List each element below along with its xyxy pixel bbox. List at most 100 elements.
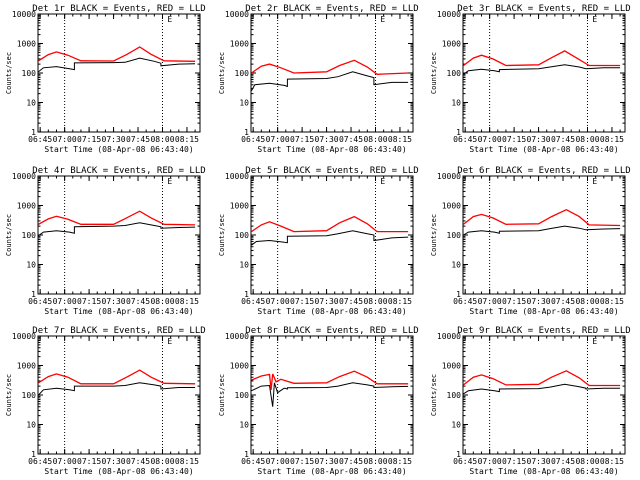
- plot-frame: [250, 335, 414, 455]
- x-tick-label: 08:15: [388, 297, 412, 306]
- y-tick-label: 1000: [230, 40, 249, 49]
- x-tick-label: 08:15: [175, 457, 199, 466]
- y-tick-label: 10000: [225, 10, 249, 19]
- x-tick-label: 08:00: [575, 297, 599, 306]
- x-tick-label: 07:45: [126, 297, 150, 306]
- x-tick-label: 08:15: [388, 457, 412, 466]
- x-tick-label: 08:00: [363, 457, 387, 466]
- x-tick-label: 08:00: [150, 297, 174, 306]
- y-axis-label: Counts/sec: [5, 374, 13, 416]
- x-tick-label: 08:15: [175, 297, 199, 306]
- y-tick-label: 1000: [442, 362, 461, 371]
- y-tick-label: 10: [451, 421, 461, 430]
- y-tick-label: 100: [22, 391, 37, 400]
- events-series-line: [463, 64, 621, 75]
- events-series-line: [251, 230, 409, 246]
- events-series-line: [463, 383, 621, 395]
- x-tick-label: 08:00: [363, 297, 387, 306]
- x-tick-label: 06:45: [241, 297, 265, 306]
- lld-series-line: [38, 210, 196, 226]
- x-tick-label: 07:15: [290, 135, 314, 144]
- y-tick-label: 100: [22, 231, 37, 240]
- plot-frame: [462, 335, 626, 455]
- events-series-line: [251, 71, 409, 92]
- y-tick-label: 1: [31, 290, 36, 299]
- panel-title: Det 2r BLACK = Events, RED = LLD: [245, 4, 418, 14]
- y-tick-label: 100: [447, 69, 462, 78]
- x-tick-label: 08:15: [175, 135, 199, 144]
- y-axis-label: Counts/sec: [430, 374, 438, 416]
- e-marker: E: [592, 177, 597, 186]
- panel-4: Det 4r BLACK = Events, RED = LLD 1 10 100 10…: [5, 166, 206, 316]
- x-axis-label: Start Time (08-Apr-08 06:43:40): [469, 307, 618, 316]
- x-tick-label: 07:45: [551, 297, 575, 306]
- y-axis-label: Counts/sec: [5, 214, 13, 256]
- y-tick-label: 1000: [17, 362, 36, 371]
- x-tick-label: 08:00: [575, 135, 599, 144]
- y-axis-label: Counts/sec: [430, 214, 438, 256]
- e-marker: E: [380, 337, 385, 346]
- x-axis-label: Start Time (08-Apr-08 06:43:40): [44, 307, 193, 316]
- x-tick-label: 07:00: [53, 135, 77, 144]
- x-tick-label: 07:00: [266, 457, 290, 466]
- events-series-line: [251, 382, 409, 407]
- y-tick-label: 10: [239, 99, 249, 108]
- lld-series-line: [251, 370, 409, 390]
- x-tick-label: 07:45: [339, 297, 363, 306]
- x-axis-label: Start Time (08-Apr-08 06:43:40): [469, 145, 618, 154]
- e-marker: E: [380, 15, 385, 24]
- y-tick-label: 10000: [437, 10, 461, 19]
- y-tick-label: 1: [456, 128, 461, 137]
- x-tick-label: 06:45: [453, 135, 477, 144]
- y-tick-label: 10: [239, 421, 249, 430]
- y-tick-label: 10000: [12, 332, 36, 341]
- x-tick-label: 08:15: [388, 135, 412, 144]
- panel-title: Det 8r BLACK = Events, RED = LLD: [245, 326, 418, 336]
- lld-series-line: [38, 46, 196, 62]
- x-axis-label: Start Time (08-Apr-08 06:43:40): [257, 307, 406, 316]
- x-tick-label: 07:15: [77, 297, 101, 306]
- events-series-line: [38, 222, 196, 237]
- y-tick-label: 10: [26, 261, 36, 270]
- y-tick-label: 100: [447, 231, 462, 240]
- y-axis-label: Counts/sec: [5, 52, 13, 94]
- plot-frame: [37, 13, 201, 133]
- plot-frame: [462, 13, 626, 133]
- x-tick-label: 06:45: [241, 135, 265, 144]
- y-tick-label: 100: [22, 69, 37, 78]
- x-tick-label: 07:15: [77, 457, 101, 466]
- e-marker: E: [167, 177, 172, 186]
- panel-title: Det 7r BLACK = Events, RED = LLD: [32, 326, 205, 336]
- x-tick-label: 07:45: [339, 135, 363, 144]
- y-tick-label: 10000: [12, 10, 36, 19]
- y-axis-label: Counts/sec: [430, 52, 438, 94]
- x-tick-label: 07:45: [551, 457, 575, 466]
- e-marker: E: [592, 337, 597, 346]
- x-axis-label: Start Time (08-Apr-08 06:43:40): [257, 467, 406, 476]
- lld-series-line: [251, 215, 409, 233]
- panel-6: Det 6r BLACK = Events, RED = LLD 1 10 100 10…: [430, 166, 631, 316]
- y-axis-label: Counts/sec: [218, 52, 226, 94]
- y-tick-label: 1000: [17, 40, 36, 49]
- e-marker: E: [380, 177, 385, 186]
- e-marker: E: [167, 15, 172, 24]
- x-tick-label: 07:00: [53, 457, 77, 466]
- y-tick-label: 10000: [225, 332, 249, 341]
- x-tick-label: 07:30: [315, 297, 339, 306]
- panel-2: Det 2r BLACK = Events, RED = LLD 1 10 100 10…: [218, 4, 419, 154]
- x-tick-label: 07:15: [77, 135, 101, 144]
- x-tick-label: 07:15: [290, 297, 314, 306]
- x-tick-label: 07:30: [102, 297, 126, 306]
- plot-frame: [37, 335, 201, 455]
- lld-series-line: [463, 208, 621, 227]
- x-tick-label: 06:45: [453, 457, 477, 466]
- y-tick-label: 10000: [225, 172, 249, 181]
- x-tick-label: 07:15: [502, 297, 526, 306]
- x-tick-label: 07:30: [315, 457, 339, 466]
- y-tick-label: 10: [451, 261, 461, 270]
- x-tick-label: 08:00: [575, 457, 599, 466]
- events-series-line: [38, 382, 196, 396]
- y-tick-label: 1: [456, 450, 461, 459]
- panel-title: Det 3r BLACK = Events, RED = LLD: [457, 4, 630, 14]
